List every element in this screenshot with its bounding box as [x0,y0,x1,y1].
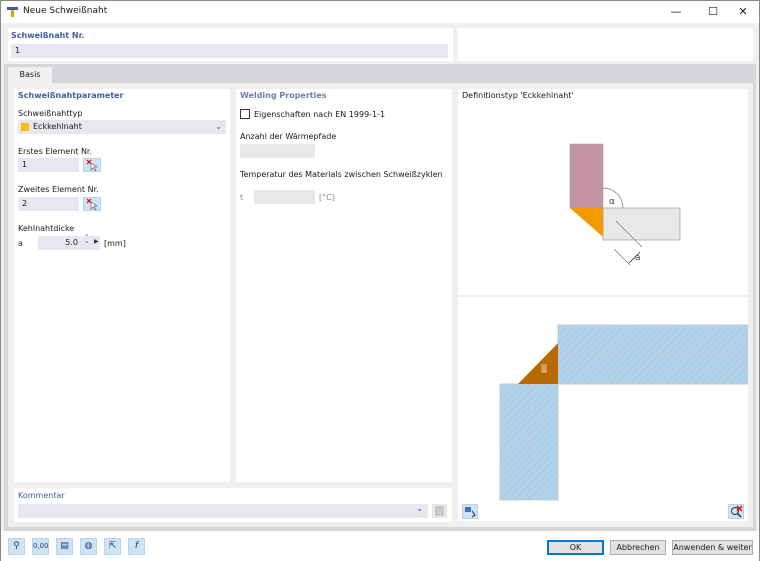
en-checkbox-label: Eigenschaften nach EN 1999-1-1 [254,110,386,119]
params-panel [14,89,230,482]
thickness-symbol: a [18,239,23,248]
temp-spinner[interactable] [254,190,315,204]
window-title: Neue Schweißnaht [23,6,108,16]
weld-number-label: 1 [542,367,546,374]
maximize-button[interactable]: ☐ [708,5,718,18]
ok-button[interactable]: OK [547,540,604,555]
horizontal-plate [602,207,681,241]
weld-triangle [570,208,603,237]
type-select[interactable]: Eckkehlnaht ⌄ [18,120,226,134]
weld-solid [518,343,558,384]
welding-heading: Welding Properties [240,91,327,100]
number-input[interactable]: 1 [11,44,448,58]
zoom-reset-icon [731,505,743,518]
heat-paths-spinner[interactable] [240,144,315,158]
apply-continue-button[interactable]: Anwenden & weiter [672,540,753,555]
thickness-unit: [mm] [104,239,126,248]
a-label: a [635,253,641,263]
type-value: Eckkehlnaht [33,122,82,131]
number-label: Schweißnaht Nr. [11,31,85,40]
first-label: Erstes Element Nr. [18,147,93,156]
view-icon [465,507,476,518]
first-input[interactable]: 1 [18,158,79,172]
dimension-a [628,251,641,264]
horizontal-member [557,324,748,385]
pick-cursor-icon [86,159,98,172]
thickness-spinner[interactable]: 5.0 [38,236,100,250]
type-color-swatch [21,123,29,131]
vertical-plate [569,143,604,209]
reset-zoom-button[interactable] [728,504,744,519]
second-label: Zweites Element Nr. [18,185,99,194]
display-icon[interactable]: ▤ [56,538,73,555]
minimize-button[interactable]: — [670,5,682,18]
comment-library-button[interactable] [432,504,447,518]
description-panel [458,28,753,61]
chevron-down-icon[interactable]: ⌄ [416,504,424,514]
weld-diagrams: α a 1 [458,143,748,501]
title-bar [1,1,759,23]
globe-icon[interactable]: ◍ [80,538,97,555]
close-button[interactable]: ✕ [738,5,748,18]
angle-arc [602,187,624,209]
pick-cursor-icon [86,198,98,211]
select-icon[interactable]: ⇱ [104,538,121,555]
heat-paths-label: Anzahl der Wärmepfade [240,132,337,141]
temp-label: Temperatur des Materials zwischen Schwei… [240,170,443,179]
schematic-diagram: α a [569,143,681,266]
units-icon[interactable]: 0,00 [32,538,49,555]
en-checkbox[interactable] [240,109,250,119]
tab-basis[interactable]: Basis [8,67,52,83]
search-icon[interactable]: ⚲ [8,538,25,555]
second-input[interactable]: 2 [18,197,79,211]
chevron-down-icon: ⌄ [215,122,222,131]
render-diagram: 1 [499,324,748,501]
pick-first-button[interactable] [83,158,101,172]
alpha-label: α [609,197,615,207]
spin-arrows-icon[interactable]: ˄ ˅ [85,234,89,249]
definition-heading: Definitionstyp 'Eckkehlnaht' [462,91,574,100]
comment-label: Kommentar [18,491,65,500]
temp-unit: [°C] [319,193,335,202]
thickness-label: Kehlnahtdicke [18,224,75,233]
cancel-button[interactable]: Abbrechen [610,540,666,555]
pick-second-button[interactable] [83,197,101,211]
type-label: Schweißnahttyp [18,109,83,118]
view-toggle-button[interactable] [462,504,478,519]
params-heading: Schweißnahtparameter [18,91,124,100]
temp-symbol: t [240,193,244,202]
copy-icon [435,506,444,516]
formula-icon[interactable]: f [128,538,145,555]
app-icon [7,7,18,17]
comment-input[interactable] [18,504,428,518]
arrow-right-icon[interactable]: ▶ [94,238,99,245]
